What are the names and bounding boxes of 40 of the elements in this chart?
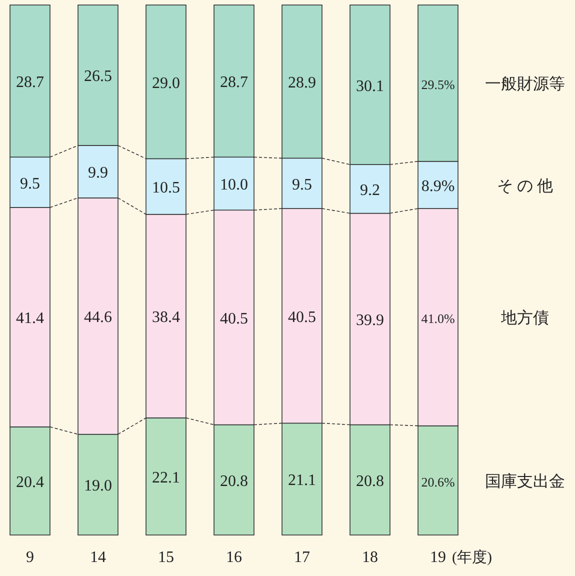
x-tick-label: 16 [226, 549, 242, 566]
data-label: 26.5 [84, 68, 112, 86]
x-tick-label: 9 [26, 549, 34, 566]
data-label: 44.6 [84, 309, 112, 326]
data-label: 20.8 [356, 472, 384, 490]
data-label: 28.7 [220, 74, 248, 92]
x-tick-label: 17 [294, 549, 310, 566]
data-label: 29.5% [421, 77, 455, 92]
x-tick-label: 14 [90, 549, 106, 566]
data-label: 40.5 [288, 308, 316, 326]
x-tick-label: 18 [362, 549, 378, 566]
text: 地方債 [500, 309, 549, 328]
data-label: 41.4 [16, 310, 44, 328]
data-label: 39.9 [356, 312, 384, 330]
data-label: 9.5 [292, 176, 312, 194]
data-label: 30.1 [356, 78, 384, 95]
data-label: 10.5 [152, 180, 180, 197]
data-label: 20.6% [421, 474, 455, 490]
x-tick-label: 15 [158, 549, 174, 566]
x-tick-label: 19 [430, 549, 446, 566]
data-label: 40.5 [220, 310, 248, 328]
series-label: 一般財源等 [485, 75, 565, 94]
data-label: 9.9 [88, 164, 108, 182]
data-label: 22.1 [152, 469, 180, 486]
data-label: 20.4 [16, 474, 44, 491]
data-label: 19.0 [84, 478, 112, 495]
series-label: 国庫支出金 [485, 472, 565, 490]
data-label: 38.4 [152, 309, 180, 326]
data-label: 8.9% [421, 178, 455, 195]
data-label: 21.1 [288, 472, 316, 490]
text: そ の 他 [497, 178, 553, 195]
data-label: 28.9 [288, 74, 316, 92]
data-label: 29.0 [152, 74, 180, 92]
data-label: 20.8 [220, 472, 248, 490]
data-label: 28.7 [16, 74, 44, 92]
data-label: 41.0% [421, 311, 455, 326]
data-label: 9.5 [20, 175, 40, 192]
data-label: 9.2 [360, 182, 380, 199]
data-label: 10.0 [220, 176, 248, 194]
x-axis-title: (年度) [452, 549, 492, 566]
